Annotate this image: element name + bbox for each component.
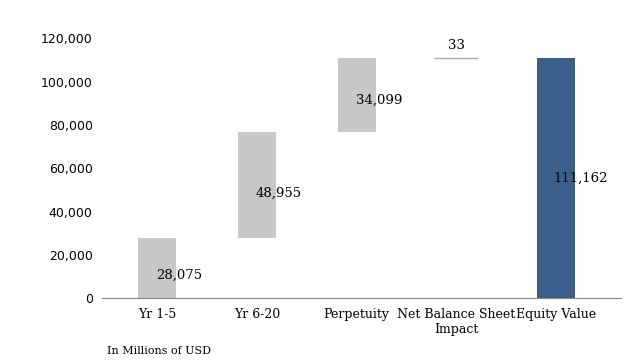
Bar — [238, 131, 276, 238]
Text: 28,075: 28,075 — [156, 269, 202, 282]
Bar — [338, 58, 376, 131]
Text: 34,099: 34,099 — [356, 94, 402, 107]
Text: 33: 33 — [448, 39, 465, 52]
Bar — [138, 238, 176, 298]
Text: 48,955: 48,955 — [256, 187, 302, 199]
Text: In Millions of USD: In Millions of USD — [108, 346, 211, 356]
Bar — [537, 58, 575, 298]
Text: 111,162: 111,162 — [553, 171, 607, 185]
